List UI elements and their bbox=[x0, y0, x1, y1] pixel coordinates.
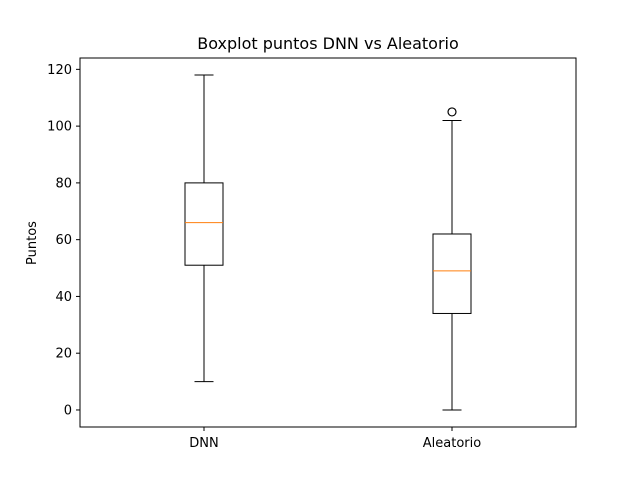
y-axis-label: Puntos bbox=[25, 221, 40, 265]
box-iqr bbox=[184, 182, 224, 266]
y-tick-label: 80 bbox=[55, 176, 72, 191]
x-tick-label: Aleatorio bbox=[423, 436, 481, 451]
y-tick-label: 100 bbox=[47, 120, 72, 135]
y-tick-label: 120 bbox=[47, 63, 72, 78]
y-tick-label: 0 bbox=[64, 403, 72, 418]
y-tick-label: 40 bbox=[55, 290, 72, 305]
chart-title: Boxplot puntos DNN vs Aleatorio bbox=[197, 34, 459, 53]
x-tick-label: DNN bbox=[189, 436, 218, 451]
y-tick-label: 20 bbox=[55, 347, 72, 362]
outlier-point bbox=[447, 107, 457, 117]
box-iqr bbox=[432, 233, 472, 314]
y-tick-label: 60 bbox=[55, 233, 72, 248]
axes-frame bbox=[79, 57, 577, 428]
plot-area: 0 20 40 60 80 100 120 DNN Aleatorio bbox=[47, 57, 577, 451]
